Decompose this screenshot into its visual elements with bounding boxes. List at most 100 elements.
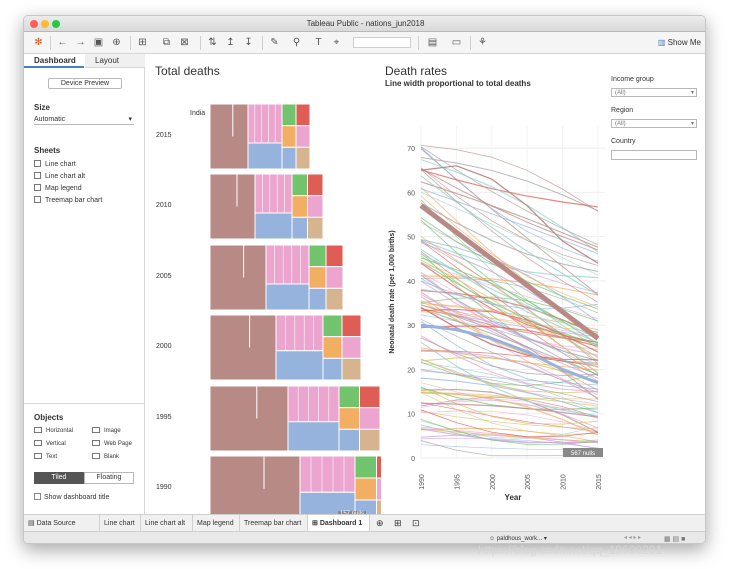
show-me-icon: ▥ (657, 38, 666, 47)
object-text[interactable]: Text (34, 453, 57, 461)
save-icon[interactable]: ▣ (93, 37, 104, 48)
tab-line-chart[interactable]: Line chart (100, 515, 141, 532)
sheet-item-line-chart-alt[interactable]: Line chart alt (34, 172, 85, 182)
country-line (420, 175, 599, 296)
treemap-cell (338, 407, 360, 430)
sheet-label: Treemap bar chart (45, 197, 103, 204)
tab-treemap-bar-chart[interactable]: Treemap bar chart (240, 515, 308, 532)
country-line (420, 311, 599, 351)
device-preview-button[interactable]: Device Preview (48, 78, 122, 89)
clear-sheet-icon[interactable]: ⊠ (180, 37, 189, 48)
user-name: paldhous_work... (496, 536, 543, 542)
country-line (420, 306, 598, 361)
treemap-cell (281, 125, 297, 148)
country-line (420, 409, 598, 438)
redo-icon[interactable]: → (75, 37, 86, 48)
x-tick-label: 1990 (419, 474, 426, 490)
country-input[interactable] (611, 150, 697, 160)
treemap-cell (299, 455, 356, 493)
new-worksheet-icon[interactable]: ⊞ (138, 37, 147, 48)
object-vertical[interactable]: Vertical (34, 440, 66, 448)
object-web-page[interactable]: Web Page (92, 440, 132, 448)
tab-map-legend[interactable]: Map legend (193, 515, 240, 532)
close-window-button[interactable] (30, 20, 38, 28)
floating-button[interactable]: Floating (84, 472, 134, 484)
x-tick-label: 2010 (561, 474, 568, 490)
show-labels-icon[interactable]: T (315, 37, 322, 48)
sheet-label: Line chart alt (45, 173, 86, 180)
country-line (420, 145, 599, 212)
treemap-cell (281, 146, 297, 170)
country-line (420, 168, 599, 251)
object-label: Horizontal (46, 428, 74, 434)
share-icon[interactable]: ⚘ (478, 37, 487, 48)
new-story-tab-icon[interactable]: ⊡ (412, 518, 420, 528)
country-line (420, 410, 599, 432)
show-title-checkbox[interactable]: Show dashboard title (34, 493, 109, 502)
window-title: Tableau Public - nations_jun2018 (306, 19, 425, 28)
sheet-item-map-legend[interactable]: Map legend (34, 184, 82, 194)
show-me-button[interactable]: ▥ Show Me (658, 36, 701, 50)
tab-dashboard-1[interactable]: ⊞ Dashboard 1 (308, 515, 370, 532)
show-me-label: Show Me (667, 38, 701, 47)
country-line (420, 262, 599, 320)
tab-line-chart-alt[interactable]: Line chart alt (141, 515, 193, 532)
treemap-cell (275, 350, 324, 381)
y-tick-label: 10 (407, 412, 415, 419)
y-tick-label: 30 (407, 323, 415, 330)
india-label: India (190, 110, 206, 117)
swap-axes-icon[interactable]: ⇅ (208, 37, 217, 48)
group-icon[interactable]: ⚲ (292, 37, 301, 48)
object-horizontal[interactable]: Horizontal (34, 427, 73, 435)
sheet-item-treemap-bar-chart[interactable]: Treemap bar chart (34, 196, 102, 206)
size-dropdown[interactable]: Automatic ▾ (34, 115, 134, 125)
country-line (420, 392, 599, 436)
size-header: Size (34, 103, 51, 112)
chevron-down-icon: ▾ (128, 116, 132, 123)
country-line (420, 337, 598, 376)
duplicate-sheet-icon[interactable]: ⧉ (162, 37, 171, 48)
treemap-cell (307, 216, 324, 240)
tiled-button[interactable]: Tiled (34, 472, 84, 484)
minimize-window-button[interactable] (41, 20, 49, 28)
tableau-logo-icon[interactable]: ✻ (34, 37, 43, 48)
tab-data-source[interactable]: ▤ Data Source (24, 515, 100, 532)
zoom-window-button[interactable] (52, 20, 60, 28)
line-nulls-badge[interactable]: 567 nulls (563, 448, 603, 457)
new-worksheet-tab-icon[interactable]: ⊕ (376, 518, 384, 528)
tab-dashboard[interactable]: Dashboard (24, 54, 84, 68)
new-datasource-icon[interactable]: ⊕ (112, 37, 121, 48)
treemap-title: Total deaths (155, 64, 220, 78)
country-line (420, 280, 599, 356)
fix-axes-icon[interactable]: ⌖ (333, 37, 340, 48)
sort-descending-icon[interactable]: ↧ (244, 37, 253, 48)
sheet-item-line-chart[interactable]: Line chart (34, 160, 76, 170)
fit-dropdown[interactable] (353, 37, 411, 48)
presentation-mode-icon[interactable]: ▭ (451, 37, 462, 48)
treemap-cell (376, 499, 381, 514)
country-line (420, 252, 599, 376)
object-image[interactable]: Image (92, 427, 121, 435)
sheet-navigation[interactable]: ◂ ◂ ▸ ▸ (624, 535, 642, 541)
country-label: Country (611, 138, 636, 145)
region-dropdown[interactable]: (All) ▾ (611, 119, 697, 128)
chevron-down-icon: ▾ (543, 536, 547, 542)
new-dashboard-tab-icon[interactable]: ⊞ (394, 518, 402, 528)
sort-ascending-icon[interactable]: ↥ (226, 37, 235, 48)
country-line (420, 318, 599, 393)
chevron-down-icon: ▾ (690, 90, 694, 96)
view-mode-icons[interactable]: ▦ ▤ ■ (664, 536, 686, 543)
income-group-dropdown[interactable]: (All) ▾ (611, 88, 697, 97)
undo-icon[interactable]: ← (57, 37, 68, 48)
highlight-icon[interactable]: ✎ (270, 37, 279, 48)
tab-label: Data Source (36, 520, 76, 527)
treemap-cell (322, 314, 343, 338)
object-blank[interactable]: Blank (92, 453, 119, 461)
sheets-header: Sheets (34, 146, 61, 155)
country-line (420, 398, 599, 419)
death-rates-subtitle: Line width proportional to total deaths (385, 79, 531, 88)
treemap-cell (295, 146, 311, 170)
tab-layout[interactable]: Layout (85, 54, 145, 68)
user-dropdown[interactable]: ☺ paldhous_work... ▾ (489, 534, 561, 543)
show-cards-icon[interactable]: ▤ (427, 37, 438, 48)
